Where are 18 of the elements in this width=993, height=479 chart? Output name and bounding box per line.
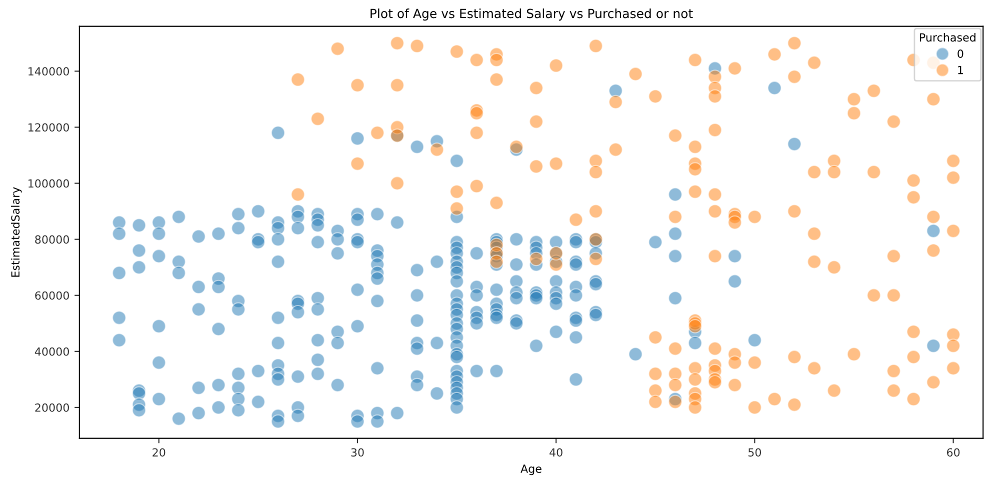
x-axis-title: Age [520, 464, 542, 476]
x-tick-label: 50 [748, 448, 762, 457]
y-tick-label: 60000 [35, 291, 69, 300]
x-tick-label: 40 [550, 448, 562, 457]
legend-label: 1 [958, 66, 963, 74]
legend-label: 0 [958, 50, 964, 58]
y-tick-label: 120000 [28, 123, 69, 132]
y-tick-label: 20000 [35, 403, 69, 412]
legend-title: Purchased [920, 33, 976, 42]
x-tick-label: 30 [351, 448, 364, 457]
x-tick-label: 60 [946, 448, 960, 457]
y-tick-label: 100000 [28, 179, 69, 188]
y-tick-label: 80000 [35, 235, 69, 244]
x-tick-label: 20 [152, 448, 166, 457]
y-axis-title: EstimatedSalary [10, 187, 22, 277]
y-tick-label: 140000 [28, 67, 69, 76]
chart-title: Plot of Age vs Estimated Salary vs Purchased or not [370, 8, 693, 21]
y-tick-label: 40000 [34, 347, 69, 356]
